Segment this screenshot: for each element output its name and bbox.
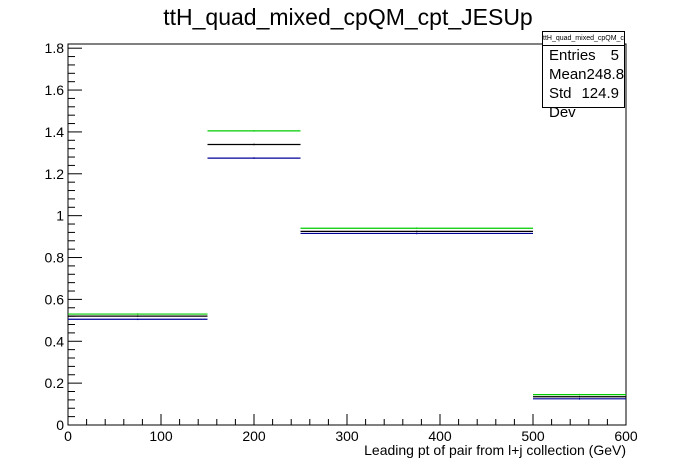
chart-title: ttH_quad_mixed_cpQM_cpt_JESUp bbox=[163, 4, 533, 30]
stats-box-title: ttH_quad_mixed_cpQM_cpt_JESUp bbox=[543, 32, 624, 46]
stats-entries-row: Entries 5 bbox=[543, 46, 624, 65]
stats-mean-value: 248.8 bbox=[586, 66, 625, 83]
y-tick-label: 0 bbox=[56, 417, 64, 433]
y-tick-label: 1 bbox=[56, 208, 64, 224]
y-tick-label: 1.8 bbox=[45, 40, 65, 56]
stats-stddev-label: Std Dev bbox=[549, 85, 576, 121]
x-tick-label: 600 bbox=[614, 428, 638, 444]
stats-entries-value: 5 bbox=[610, 47, 619, 64]
y-tick-label: 0.8 bbox=[45, 250, 65, 266]
stats-stddev-row: Std Dev 124.9 bbox=[543, 84, 624, 122]
x-tick-label: 300 bbox=[335, 428, 359, 444]
x-tick-label: 100 bbox=[149, 428, 173, 444]
stats-box: ttH_quad_mixed_cpQM_cpt_JESUp Entries 5 … bbox=[542, 31, 625, 121]
y-tick-label: 0.2 bbox=[45, 375, 65, 391]
stats-entries-label: Entries bbox=[549, 47, 596, 64]
y-tick-label: 1.6 bbox=[45, 82, 65, 98]
y-tick-label: 1.4 bbox=[45, 124, 65, 140]
y-tick-label: 0.4 bbox=[45, 333, 65, 349]
x-tick-label: 200 bbox=[242, 428, 266, 444]
y-tick-label: 0.6 bbox=[45, 291, 65, 307]
stats-mean-label: Mean bbox=[549, 66, 587, 83]
stats-stddev-value: 124.9 bbox=[581, 85, 619, 102]
x-tick-label: 500 bbox=[521, 428, 545, 444]
y-tick-label: 1.2 bbox=[45, 166, 65, 182]
x-axis-label: Leading pt of pair from l+j collection (… bbox=[364, 442, 626, 458]
stats-mean-row: Mean 248.8 bbox=[543, 65, 624, 84]
x-tick-label: 400 bbox=[428, 428, 452, 444]
x-tick-label: 0 bbox=[64, 428, 72, 444]
